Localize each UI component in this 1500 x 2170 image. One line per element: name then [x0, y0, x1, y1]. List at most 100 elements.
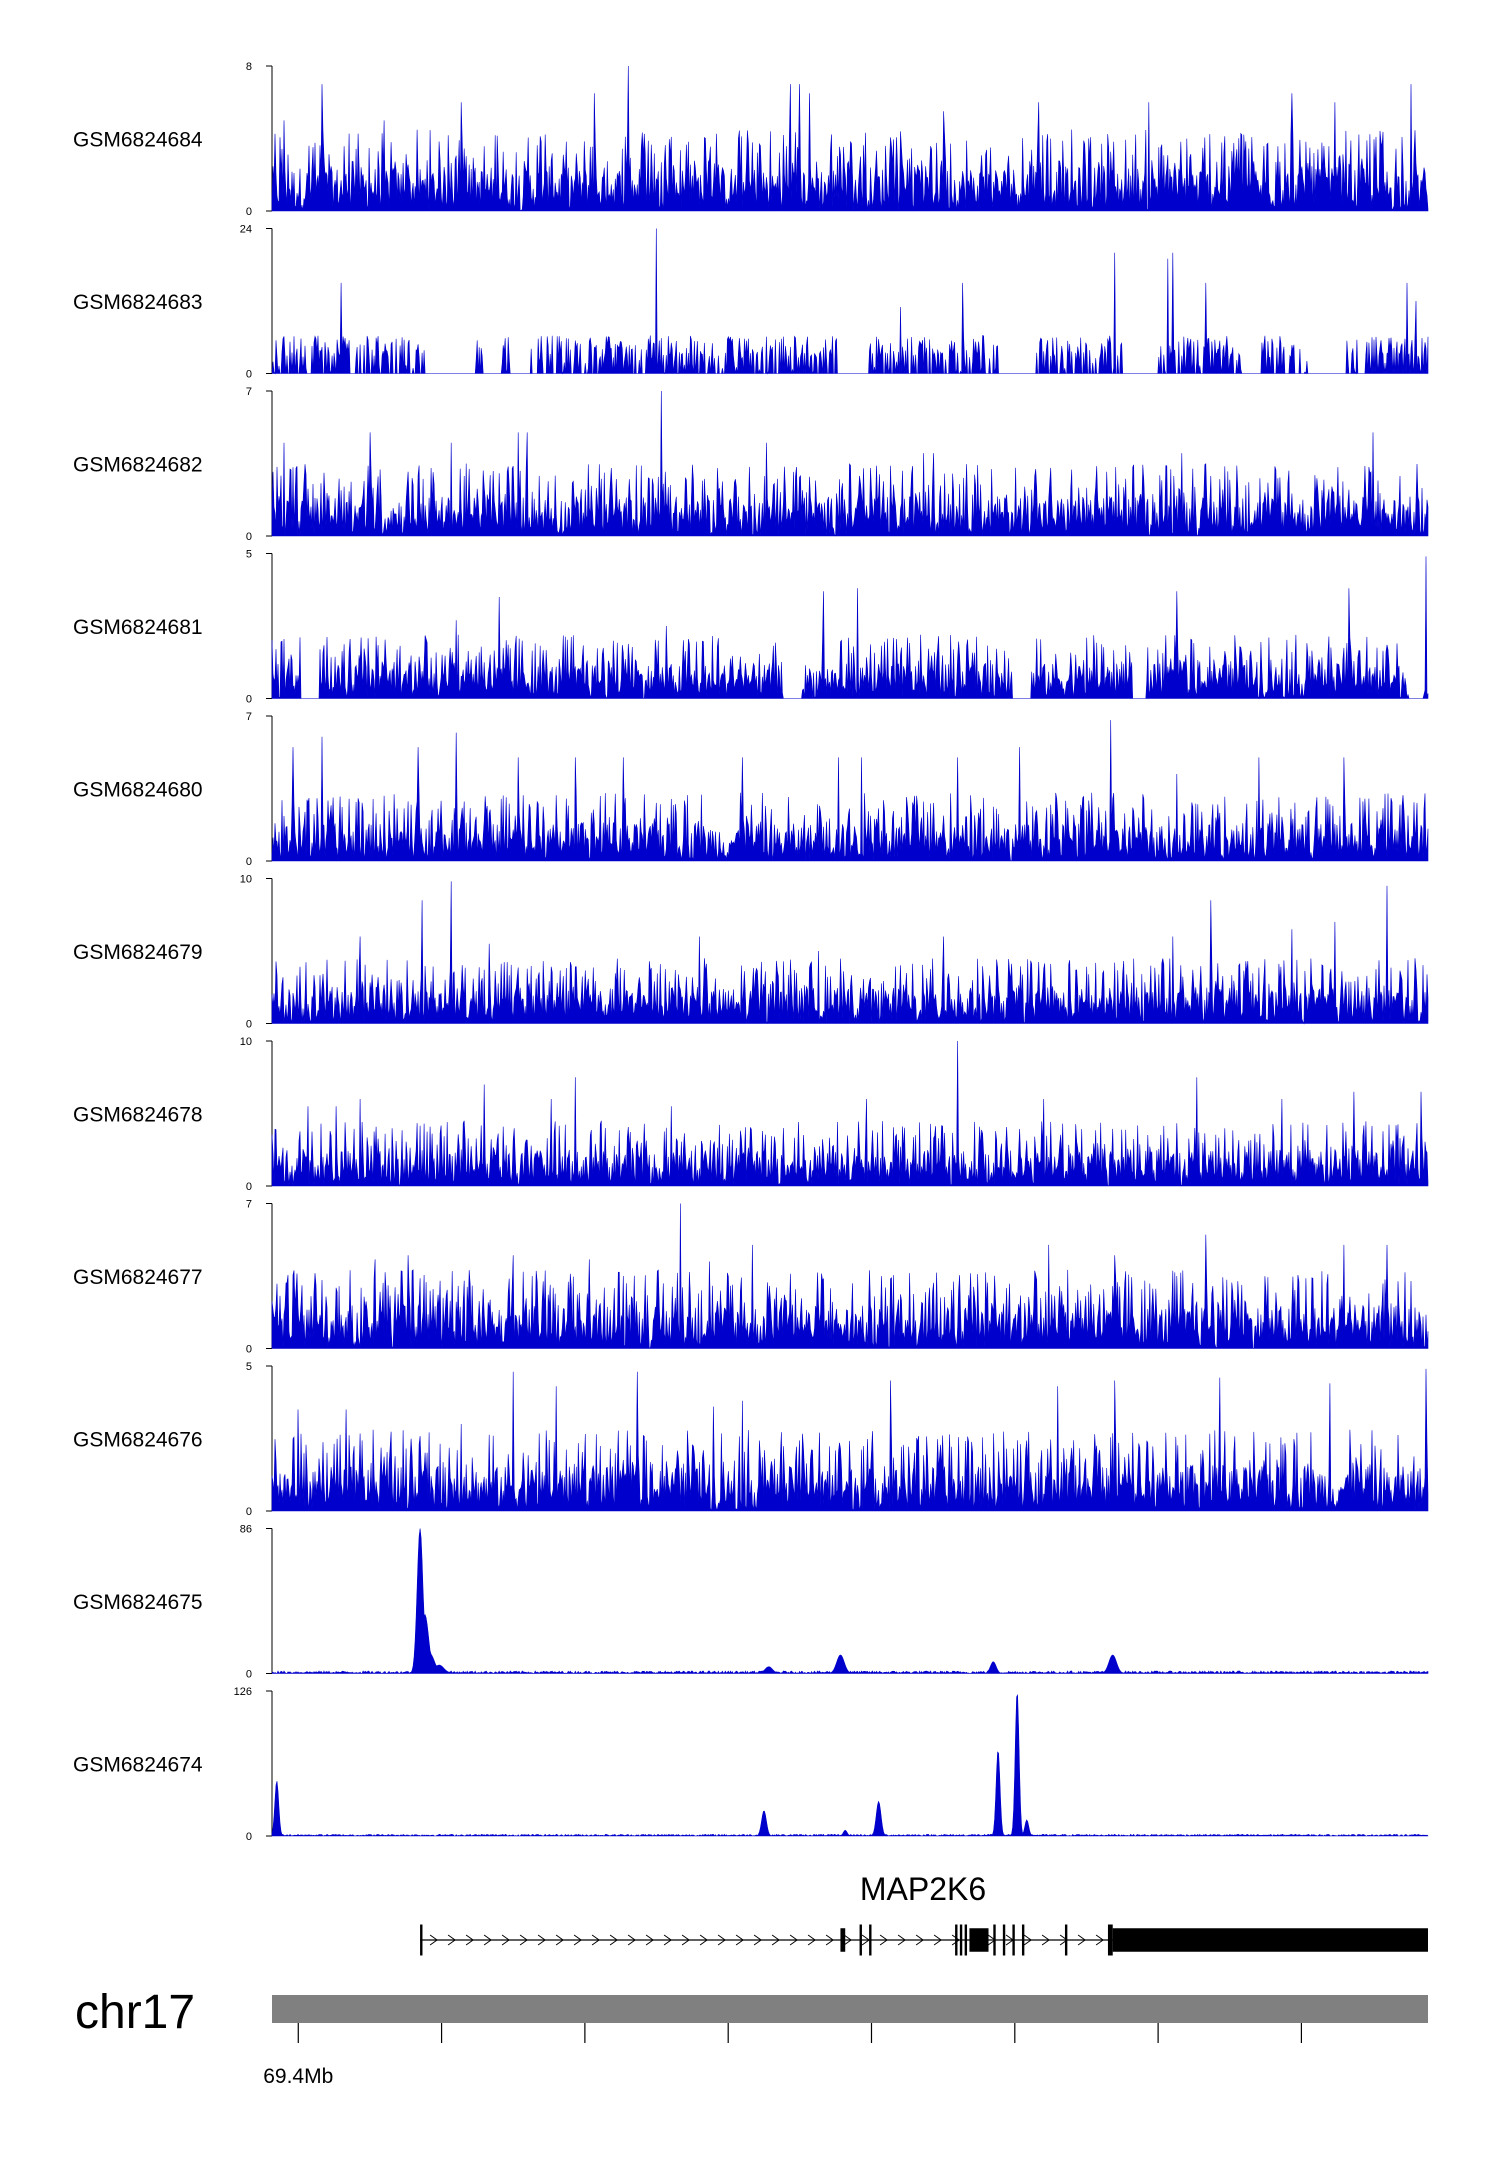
track-label: GSM6824682: [73, 454, 203, 477]
y-tick-label-min: 0: [246, 1019, 252, 1031]
strand-arrow: [771, 1934, 780, 1946]
strand-arrow: [897, 1934, 906, 1946]
y-tick-label-min: 0: [246, 1669, 252, 1681]
y-tick-label-min: 0: [246, 531, 252, 543]
strand-arrow: [825, 1934, 834, 1946]
strand-arrow: [753, 1934, 762, 1946]
strand-arrow: [591, 1934, 600, 1946]
x-tick-label: 69.4Mb: [263, 2065, 333, 2088]
strand-arrow: [483, 1934, 492, 1946]
coverage-area: [271, 65, 1429, 212]
gene-exon: [959, 1924, 963, 1956]
strand-arrow: [627, 1934, 636, 1946]
strand-arrow: [519, 1934, 528, 1946]
gene-exon: [1012, 1924, 1015, 1956]
track-GSM6824677: GSM6824677 7 0: [73, 1199, 1429, 1356]
strand-arrow: [609, 1934, 618, 1946]
strand-arrow: [501, 1934, 510, 1946]
track-label: GSM6824680: [73, 779, 203, 802]
y-tick-label-max: 7: [246, 1199, 252, 1211]
gene-name-label: MAP2K6: [860, 1871, 986, 1907]
track-label: GSM6824677: [73, 1266, 203, 1289]
y-tick-label-max: 5: [246, 549, 252, 561]
track-label: GSM6824681: [73, 616, 203, 639]
track-label: GSM6824679: [73, 941, 203, 964]
coverage-tracks: GSM682468480GSM6824683240GSM682468270GSM…: [73, 61, 1429, 1843]
track-GSM6824683: GSM6824683 24 0: [73, 224, 1429, 381]
strand-arrow: [645, 1934, 654, 1946]
y-tick-label-min: 0: [246, 856, 252, 868]
gene-exon: [1064, 1924, 1068, 1956]
gene-exon: [964, 1924, 968, 1956]
strand-arrow: [843, 1934, 852, 1946]
coverage-area: [271, 228, 1429, 375]
y-tick-label-min: 0: [246, 206, 252, 218]
coverage-area: [271, 556, 1429, 700]
track-label: GSM6824683: [73, 291, 203, 314]
chromosome-label: chr17: [75, 1986, 195, 2039]
strand-arrow: [951, 1934, 960, 1946]
gene-exon: [869, 1924, 872, 1956]
strand-arrow: [447, 1934, 456, 1946]
coverage-area: [271, 1368, 1429, 1512]
coverage-area: [271, 1528, 1429, 1675]
track-GSM6824684: GSM6824684 8 0: [73, 61, 1429, 218]
track-label: GSM6824674: [73, 1754, 203, 1777]
gene-model-track: MAP2K6: [420, 1871, 1428, 1956]
gene-exon: [993, 1924, 996, 1956]
track-label: GSM6824676: [73, 1429, 203, 1452]
gene-exon: [969, 1928, 989, 1952]
track-GSM6824679: GSM6824679 10 0: [73, 874, 1429, 1031]
y-tick-label-max: 126: [234, 1686, 252, 1698]
strand-arrow: [717, 1934, 726, 1946]
genome-axis: chr17 69.4Mb: [75, 1986, 1428, 2088]
strand-arrow: [537, 1934, 546, 1946]
strand-arrow: [879, 1934, 888, 1946]
strand-arrow: [573, 1934, 582, 1946]
strand-arrow: [663, 1934, 672, 1946]
strand-arrow: [861, 1934, 870, 1946]
y-tick-label-max: 24: [240, 224, 252, 236]
track-GSM6824678: GSM6824678 10 0: [73, 1036, 1429, 1193]
track-label: GSM6824684: [73, 129, 203, 152]
track-GSM6824681: GSM6824681 5 0: [73, 549, 1429, 706]
strand-arrow: [1095, 1934, 1104, 1946]
strand-arrow: [1077, 1934, 1086, 1946]
gene-exon: [1107, 1924, 1113, 1956]
strand-arrow: [807, 1934, 816, 1946]
y-tick-label-max: 8: [246, 61, 252, 73]
gene-exon: [1112, 1928, 1428, 1952]
y-tick-label-min: 0: [246, 694, 252, 706]
track-GSM6824682: GSM6824682 7 0: [73, 386, 1429, 543]
gene-exon: [840, 1928, 846, 1952]
y-tick-label-max: 7: [246, 711, 252, 723]
y-tick-label-min: 0: [246, 1506, 252, 1518]
y-tick-label-min: 0: [246, 1181, 252, 1193]
coverage-area: [271, 881, 1429, 1025]
chromosome-ideogram-bar: [272, 1995, 1428, 2023]
strand-arrow: [933, 1934, 942, 1946]
track-label: GSM6824675: [73, 1591, 203, 1614]
coverage-area: [271, 720, 1429, 862]
strand-arrow: [915, 1934, 924, 1946]
strand-arrow: [465, 1934, 474, 1946]
y-tick-label-max: 7: [246, 386, 252, 398]
track-GSM6824674: GSM6824674 126 0: [73, 1686, 1429, 1843]
strand-arrow: [1023, 1934, 1032, 1946]
coverage-area: [271, 1203, 1429, 1349]
gene-exon: [420, 1924, 423, 1956]
strand-arrow: [699, 1934, 708, 1946]
gene-exon: [1002, 1924, 1006, 1956]
strand-arrow: [735, 1934, 744, 1946]
track-GSM6824676: GSM6824676 5 0: [73, 1361, 1429, 1518]
track-label: GSM6824678: [73, 1104, 203, 1127]
strand-arrow: [1041, 1934, 1050, 1946]
y-tick-label-max: 5: [246, 1361, 252, 1373]
strand-arrow: [681, 1934, 690, 1946]
y-tick-label-min: 0: [246, 1831, 252, 1843]
y-tick-label-max: 10: [240, 1036, 252, 1048]
strand-arrow: [789, 1934, 798, 1946]
y-tick-label-max: 10: [240, 874, 252, 886]
coverage-area: [271, 1040, 1429, 1187]
